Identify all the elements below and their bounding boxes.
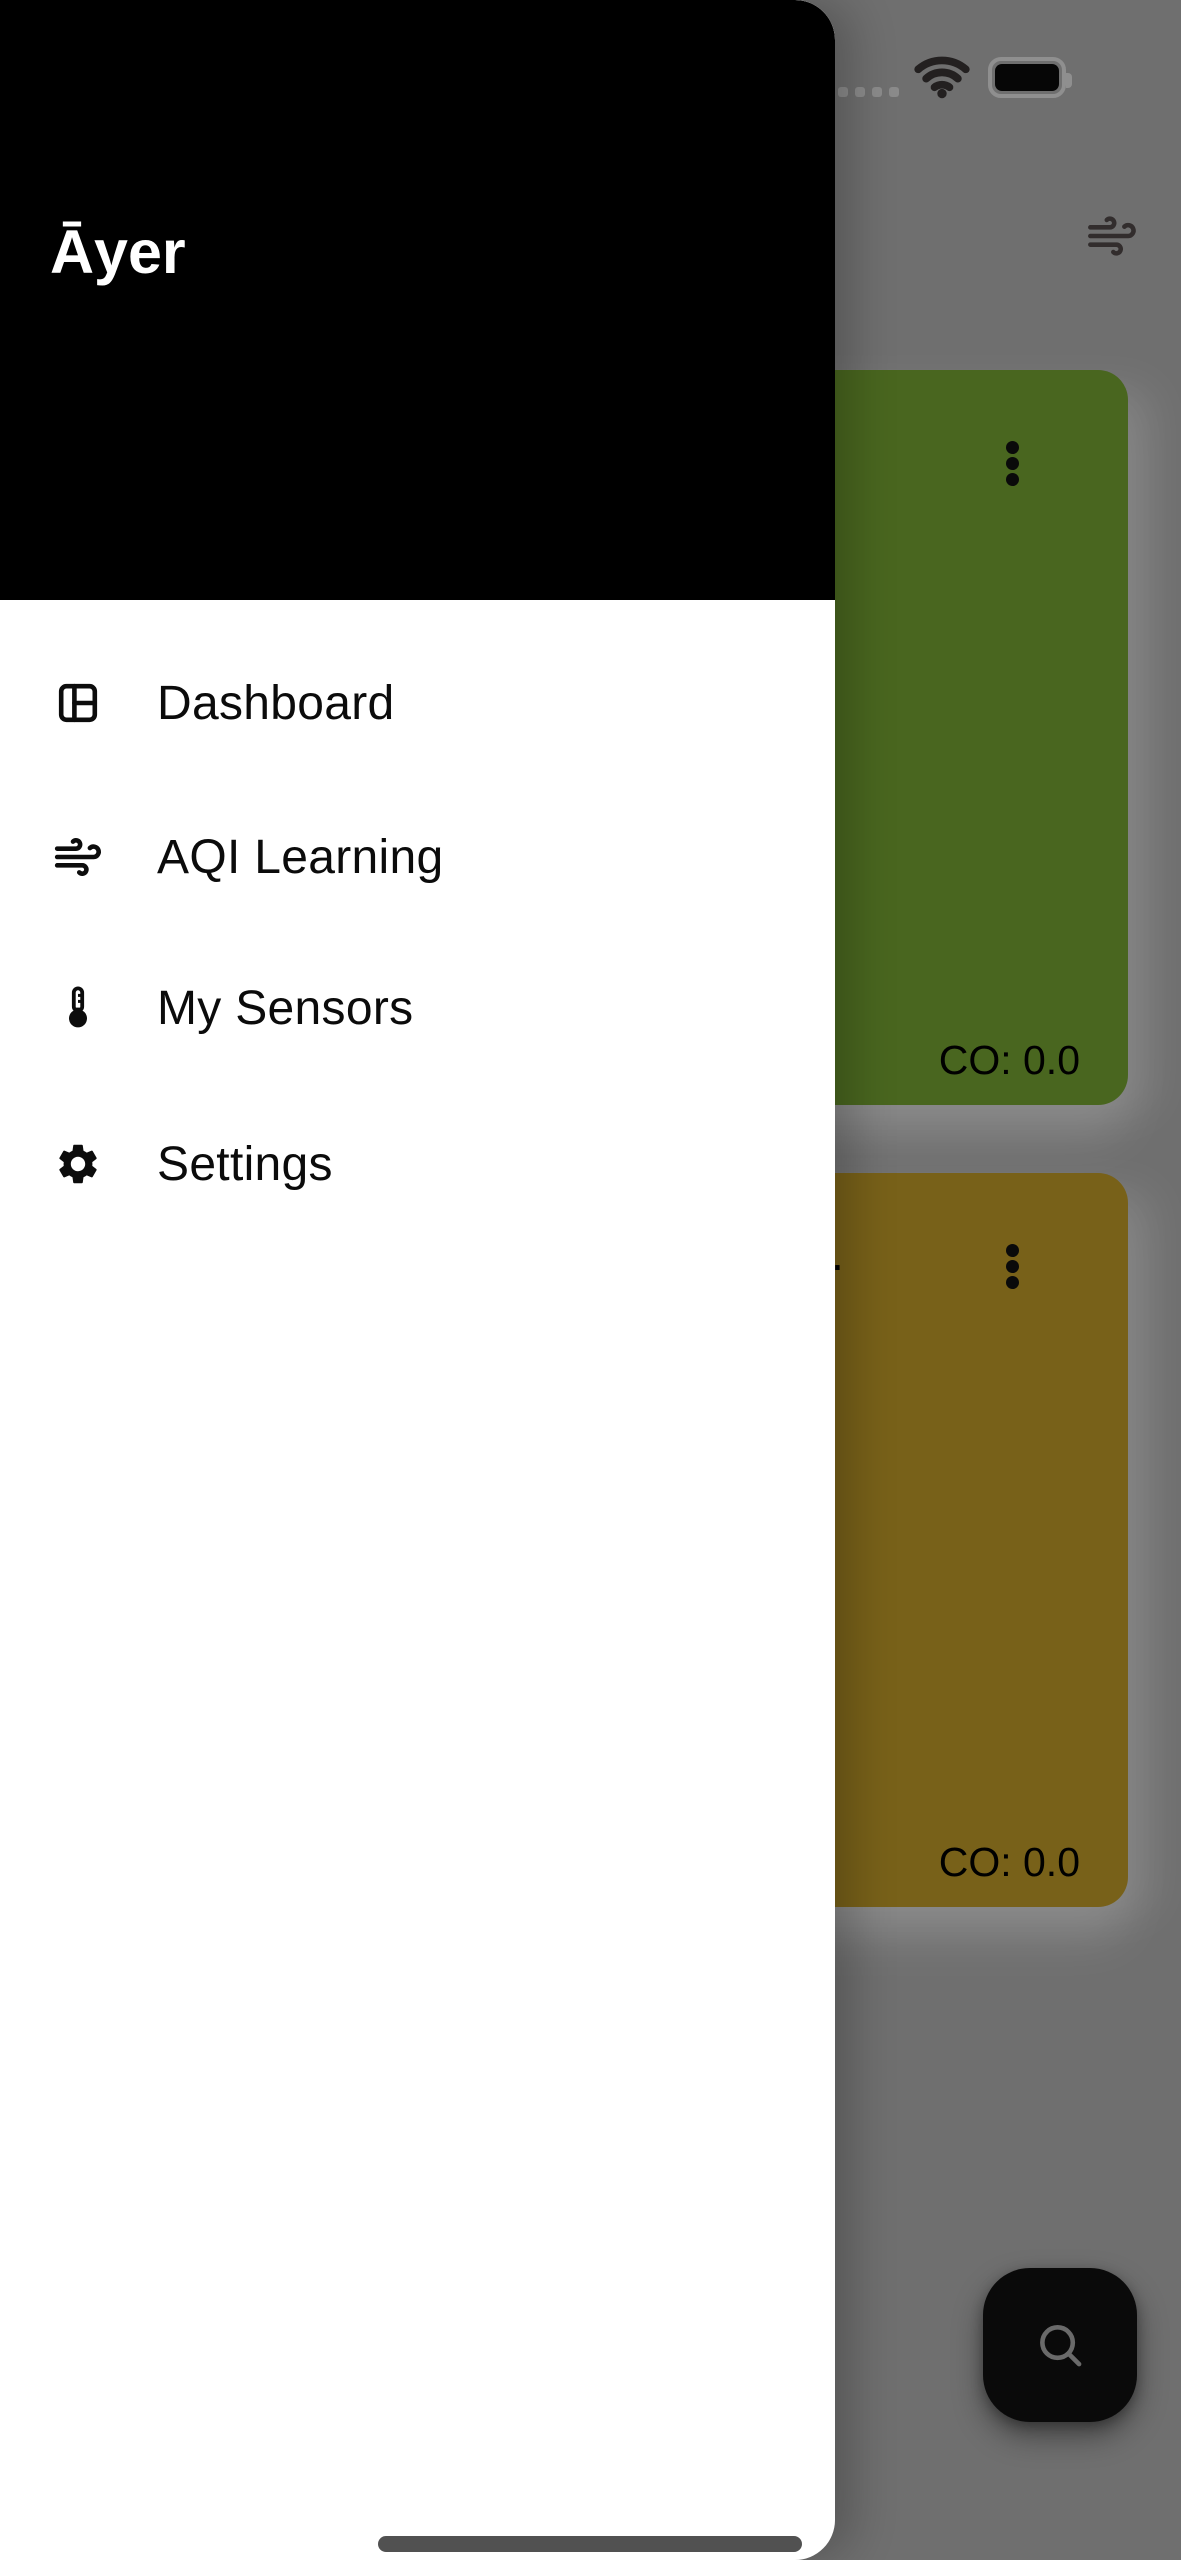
battery-icon bbox=[988, 57, 1072, 98]
battery-nub bbox=[1066, 73, 1072, 88]
co-value: CO: 0.0 bbox=[938, 1037, 1080, 1083]
co-value: CO: 0.0 bbox=[938, 1839, 1080, 1885]
navigation-drawer: Āyer Dashboard AQI Learning bbox=[0, 0, 835, 2560]
battery-fill bbox=[995, 64, 1059, 91]
drawer-item-label: Dashboard bbox=[157, 676, 395, 730]
drawer-item-label: AQI Learning bbox=[157, 830, 444, 884]
drawer-item-label: My Sensors bbox=[157, 981, 414, 1035]
search-icon bbox=[1040, 2325, 1082, 2367]
home-indicator[interactable] bbox=[378, 2536, 802, 2552]
drawer-item-my-sensors[interactable]: My Sensors bbox=[0, 958, 835, 1058]
drawer-item-aqi-learning[interactable]: AQI Learning bbox=[0, 807, 835, 907]
thermometer-icon bbox=[53, 983, 103, 1033]
drawer-item-settings[interactable]: Settings bbox=[0, 1114, 835, 1214]
drawer-item-dashboard[interactable]: Dashboard bbox=[0, 653, 835, 753]
drawer-header: Āyer bbox=[0, 0, 835, 600]
gear-icon bbox=[53, 1139, 103, 1189]
kebab-menu-button[interactable] bbox=[1002, 1240, 1023, 1293]
dashboard-icon bbox=[53, 678, 103, 728]
cellular-signal-icon bbox=[838, 87, 899, 97]
wind-icon bbox=[1086, 210, 1138, 267]
kebab-menu-button[interactable] bbox=[1002, 437, 1023, 490]
search-fab-button[interactable] bbox=[983, 2268, 1137, 2422]
app-title: Āyer bbox=[50, 218, 186, 286]
wifi-icon bbox=[914, 55, 970, 104]
wind-icon bbox=[53, 832, 103, 882]
drawer-item-label: Settings bbox=[157, 1137, 333, 1191]
